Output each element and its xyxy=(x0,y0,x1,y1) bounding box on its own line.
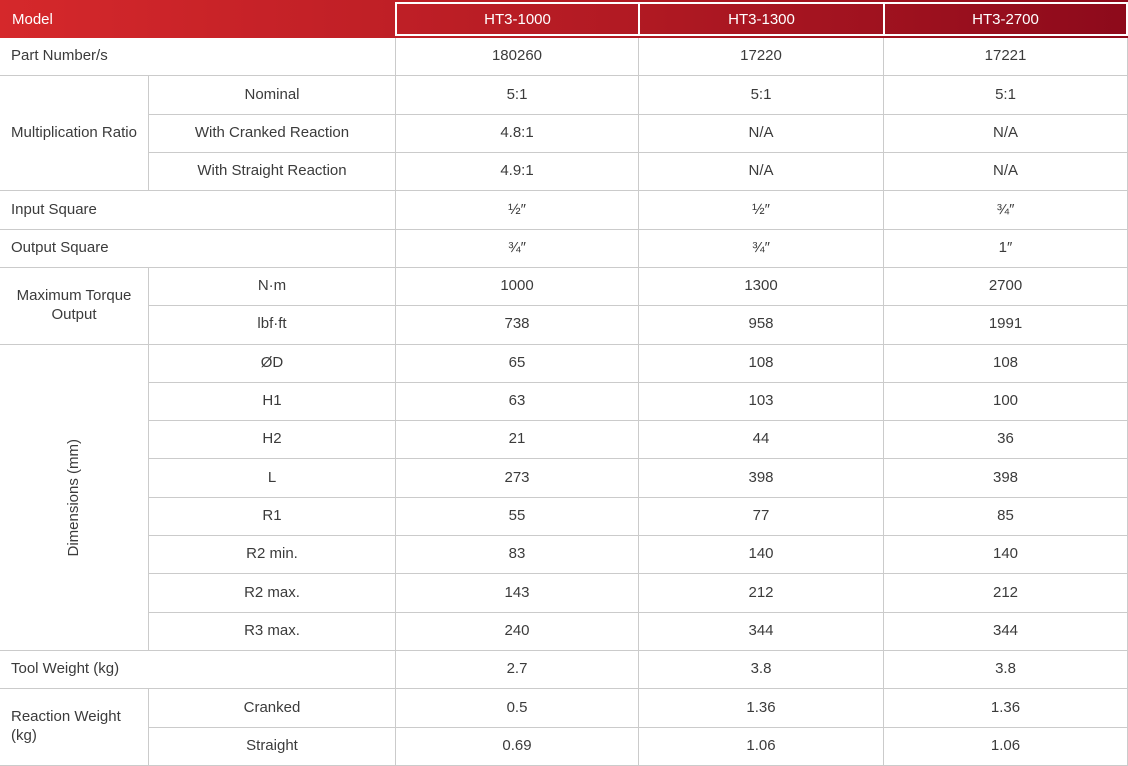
value-cell: 100 xyxy=(883,382,1128,422)
subrow-label: N·m xyxy=(148,267,395,307)
value-cell: 65 xyxy=(395,344,638,383)
row-label-input-square: Input Square xyxy=(0,191,395,230)
value-cell: 17220 xyxy=(638,38,883,77)
value-cell: 1.06 xyxy=(883,727,1128,766)
value-cell: 273 xyxy=(395,459,638,498)
value-cell: 85 xyxy=(883,497,1128,537)
value-cell: 1″ xyxy=(883,229,1128,268)
value-cell: ½″ xyxy=(638,191,883,230)
value-cell: 240 xyxy=(395,612,638,652)
value-cell: 0.69 xyxy=(395,727,638,766)
subrow-label: With Cranked Reaction xyxy=(148,114,395,153)
subrow-label: R2 min. xyxy=(148,536,395,575)
value-cell: ¾″ xyxy=(638,229,883,268)
group-label-reaction-weight: Reaction Weight (kg) xyxy=(0,689,148,766)
value-cell: 398 xyxy=(638,459,883,498)
value-cell: ½″ xyxy=(395,191,638,230)
value-cell: 212 xyxy=(638,574,883,613)
row-label-part-number: Part Number/s xyxy=(0,38,395,77)
value-cell: 3.8 xyxy=(883,651,1128,690)
column-header-ht3-2700: HT3-2700 xyxy=(883,2,1128,36)
subrow-label: With Straight Reaction xyxy=(148,152,395,192)
value-cell: N/A xyxy=(883,152,1128,192)
group-label-multiplication-ratio: Multiplication Ratio xyxy=(0,76,148,192)
subrow-label: Straight xyxy=(148,727,395,766)
value-cell: 140 xyxy=(638,536,883,575)
value-cell: 212 xyxy=(883,574,1128,613)
value-cell: N/A xyxy=(883,114,1128,153)
dimensions-label-text: Dimensions (mm) xyxy=(64,438,82,557)
value-cell: 44 xyxy=(638,421,883,460)
group-label-maximum-torque-output: Maximum Torque Output xyxy=(0,267,148,345)
value-cell: 4.9:1 xyxy=(395,152,638,192)
value-cell: ¾″ xyxy=(395,229,638,268)
value-cell: N/A xyxy=(638,152,883,192)
group-label-dimensions-mm: Dimensions (mm) xyxy=(0,344,148,652)
value-cell: 4.8:1 xyxy=(395,114,638,153)
value-cell: 1.06 xyxy=(638,727,883,766)
value-cell: 21 xyxy=(395,421,638,460)
column-header-ht3-1000: HT3-1000 xyxy=(395,2,638,36)
value-cell: 2.7 xyxy=(395,651,638,690)
value-cell: 5:1 xyxy=(883,76,1128,115)
value-cell: 103 xyxy=(638,382,883,422)
value-cell: 738 xyxy=(395,306,638,345)
value-cell: 1.36 xyxy=(638,689,883,728)
column-header-ht3-1300: HT3-1300 xyxy=(638,2,883,36)
value-cell: 63 xyxy=(395,382,638,422)
value-cell: 398 xyxy=(883,459,1128,498)
value-cell: 344 xyxy=(638,612,883,652)
value-cell: 1300 xyxy=(638,267,883,307)
value-cell: 1991 xyxy=(883,306,1128,345)
row-label-tool-weight: Tool Weight (kg) xyxy=(0,651,395,690)
value-cell: 143 xyxy=(395,574,638,613)
value-cell: 55 xyxy=(395,497,638,537)
subrow-label: R1 xyxy=(148,497,395,537)
value-cell: 1000 xyxy=(395,267,638,307)
value-cell: 36 xyxy=(883,421,1128,460)
value-cell: ¾″ xyxy=(883,191,1128,230)
value-cell: 108 xyxy=(638,344,883,383)
value-cell: N/A xyxy=(638,114,883,153)
subrow-label: ØD xyxy=(148,344,395,383)
subrow-label: L xyxy=(148,459,395,498)
value-cell: 108 xyxy=(883,344,1128,383)
subrow-label: R2 max. xyxy=(148,574,395,613)
value-cell: 17221 xyxy=(883,38,1128,77)
value-cell: 5:1 xyxy=(395,76,638,115)
value-cell: 83 xyxy=(395,536,638,575)
subrow-label: lbf·ft xyxy=(148,306,395,345)
subrow-label: H1 xyxy=(148,382,395,422)
subrow-label: H2 xyxy=(148,421,395,460)
subrow-label: Nominal xyxy=(148,76,395,115)
value-cell: 77 xyxy=(638,497,883,537)
value-cell: 5:1 xyxy=(638,76,883,115)
subrow-label: R3 max. xyxy=(148,612,395,652)
model-header-label: Model xyxy=(12,10,53,28)
value-cell: 1.36 xyxy=(883,689,1128,728)
value-cell: 3.8 xyxy=(638,651,883,690)
value-cell: 2700 xyxy=(883,267,1128,307)
header-row: Model HT3-1000 HT3-1300 HT3-2700 xyxy=(0,0,1128,38)
value-cell: 958 xyxy=(638,306,883,345)
value-cell: 140 xyxy=(883,536,1128,575)
value-cell: 180260 xyxy=(395,38,638,77)
subrow-label: Cranked xyxy=(148,689,395,728)
value-cell: 344 xyxy=(883,612,1128,652)
row-label-output-square: Output Square xyxy=(0,229,395,268)
value-cell: 0.5 xyxy=(395,689,638,728)
